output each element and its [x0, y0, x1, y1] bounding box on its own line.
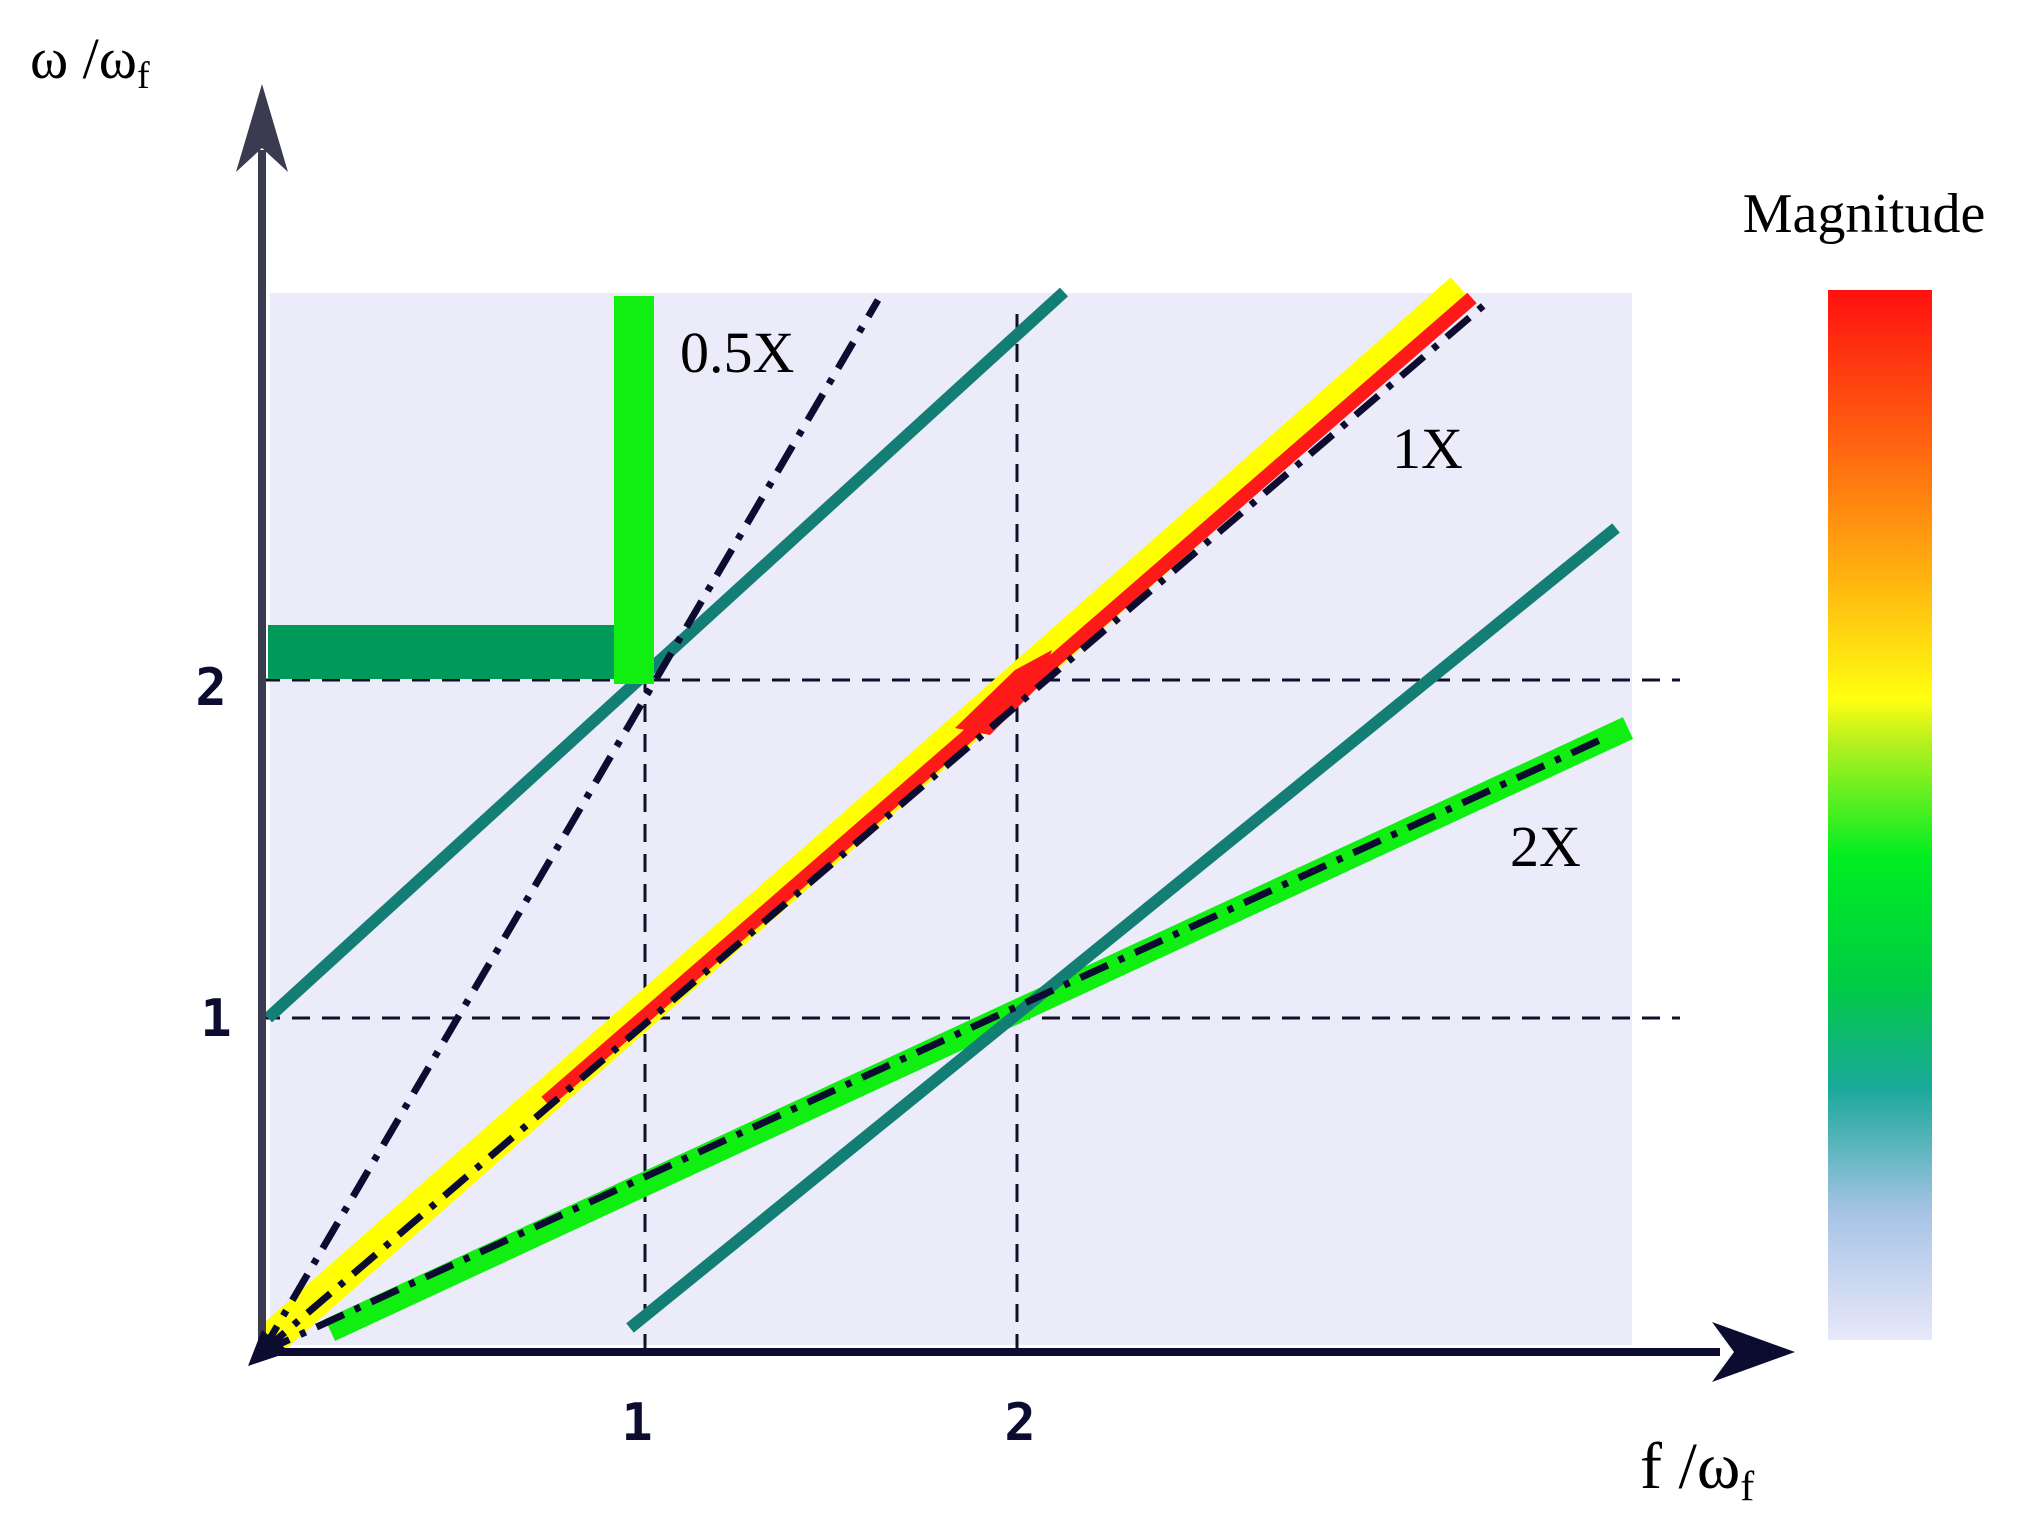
x-tick-2: 2 [1004, 1393, 1035, 1453]
colorbar-title: Magnitude [1743, 183, 1986, 245]
y-tick-1: 1 [200, 989, 231, 1049]
origin-mark [248, 1330, 290, 1366]
colorbar [1828, 290, 1932, 1340]
order-line-two-x [260, 736, 1602, 1356]
x-tick-1: 1 [621, 1393, 652, 1453]
x-axis-arrow [1712, 1322, 1795, 1382]
label-half-x: 0.5X [680, 320, 794, 385]
label-two-x: 2X [1510, 814, 1581, 879]
mode-bar-dark-green [268, 625, 622, 679]
order-line-one-x [259, 297, 1493, 1355]
order-line-half-x [258, 298, 882, 1354]
order-lines [258, 297, 1602, 1356]
y-axis-arrow [236, 84, 288, 172]
x-axis-label: f /ωf [1640, 1430, 1754, 1510]
label-one-x: 1X [1392, 416, 1463, 481]
mode-bar-bright-green [614, 296, 654, 684]
teal-line-upper [263, 287, 1069, 1023]
y-axis-label: ω /ωf [30, 26, 150, 97]
teal-lines [263, 287, 1620, 1333]
one-x-resonance-peak [955, 650, 1052, 735]
teal-line-lower [626, 523, 1620, 1333]
axes [236, 84, 1795, 1382]
y-tick-2: 2 [195, 658, 226, 718]
